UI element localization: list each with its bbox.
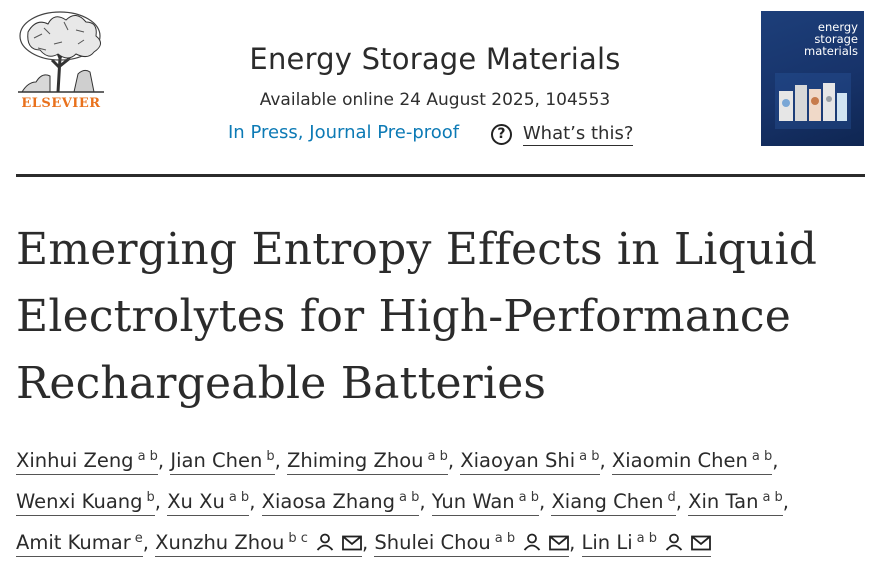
affiliation-marks: a b <box>579 449 600 464</box>
availability-info: Available online 24 August 2025, 104553 <box>259 90 611 110</box>
author-name: Shulei Chou <box>374 531 491 554</box>
affiliation-marks: a b <box>636 531 657 546</box>
affiliation-marks: a b <box>398 490 420 505</box>
email-icon <box>342 535 362 551</box>
cover-title-line: storage <box>814 32 858 46</box>
journal-header: Energy Storage Materials Available onlin… <box>150 0 720 160</box>
journal-name[interactable]: Energy Storage Materials <box>249 42 621 76</box>
article-title: Emerging Entropy Effects in Liquid Elect… <box>16 224 818 409</box>
affiliation-marks: a b <box>228 490 250 505</box>
affiliation-marks: a b <box>751 449 773 464</box>
author-name: Xiaosa Zhang <box>261 490 395 513</box>
author-name: Yun Wan <box>431 490 515 513</box>
affiliation-marks: b <box>266 449 275 464</box>
whats-this-label: What’s this? <box>522 122 634 146</box>
cover-title-line: materials <box>804 44 858 58</box>
in-press-link[interactable]: In Press, Journal Pre-proof <box>228 122 460 143</box>
author-name: Wenxi Kuang <box>16 490 143 513</box>
author-link[interactable]: Xinhui Zeng a b <box>16 449 158 475</box>
author-name: Xu Xu <box>167 490 225 513</box>
author-name: Zhiming Zhou <box>287 449 424 472</box>
whats-this-button[interactable]: ? What’s this? <box>490 122 634 146</box>
affiliation-marks: a b <box>494 531 516 546</box>
author-name: Xin Tan <box>688 490 759 513</box>
author-name: Xinhui Zeng <box>16 449 134 472</box>
corresponding-author-link[interactable]: Xunzhu Zhou b c <box>155 531 362 557</box>
affiliation-marks: a b <box>137 449 158 464</box>
header-divider <box>16 174 865 177</box>
cover-title-line: energy <box>817 20 858 34</box>
person-icon <box>665 533 683 551</box>
affiliation-marks: a b <box>518 490 540 505</box>
author-link[interactable]: Jian Chen b <box>170 449 275 475</box>
author-link[interactable]: Xiaosa Zhang a b <box>261 490 420 516</box>
person-icon <box>523 533 541 551</box>
cover-artwork <box>775 73 851 129</box>
author-name: Jian Chen <box>170 449 263 472</box>
affiliation-marks: a b <box>427 449 448 464</box>
author-name: Lin Li <box>581 531 633 554</box>
author-list: Xinhui Zeng a b, Jian Chen b, Zhiming Zhou… <box>16 438 874 561</box>
author-link[interactable]: Xiang Chen d <box>551 490 676 516</box>
article-status-row: In Press, Journal Pre-proof ? What’s thi… <box>228 122 634 146</box>
author-link[interactable]: Xu Xu a b <box>167 490 250 516</box>
corresponding-author-link[interactable]: Lin Li a b <box>581 531 711 557</box>
elsevier-tree-icon <box>14 8 108 94</box>
person-icon <box>316 533 334 551</box>
cover-title: energy storage materials <box>768 21 858 57</box>
author-name: Xiang Chen <box>551 490 664 513</box>
email-icon <box>691 535 711 551</box>
author-name: Xiaomin Chen <box>611 449 748 472</box>
question-icon: ? <box>490 123 512 145</box>
journal-cover-image[interactable]: energy storage materials <box>761 11 864 146</box>
email-icon <box>549 535 569 551</box>
author-link[interactable]: Xiaoyan Shi a b <box>460 449 600 475</box>
elsevier-wordmark: ELSEVIER <box>21 96 101 111</box>
affiliation-marks: a b <box>762 490 783 505</box>
author-name: Xiaoyan Shi <box>460 449 576 472</box>
author-link[interactable]: Amit Kumar e <box>16 531 143 557</box>
author-link[interactable]: Yun Wan a b <box>431 490 540 516</box>
author-link[interactable]: Wenxi Kuang b <box>16 490 155 516</box>
corresponding-author-link[interactable]: Shulei Chou a b <box>374 531 570 557</box>
affiliation-marks: b <box>146 490 155 505</box>
author-link[interactable]: Xiaomin Chen a b <box>611 449 773 475</box>
author-link[interactable]: Zhiming Zhou a b <box>287 449 448 475</box>
affiliation-marks: d <box>667 490 676 505</box>
author-name: Amit Kumar <box>16 531 131 554</box>
affiliation-marks: e <box>134 531 143 546</box>
author-link[interactable]: Xin Tan a b <box>688 490 783 516</box>
author-name: Xunzhu Zhou <box>155 531 285 554</box>
elsevier-logo[interactable]: ELSEVIER <box>14 8 108 112</box>
affiliation-marks: b c <box>288 531 308 546</box>
